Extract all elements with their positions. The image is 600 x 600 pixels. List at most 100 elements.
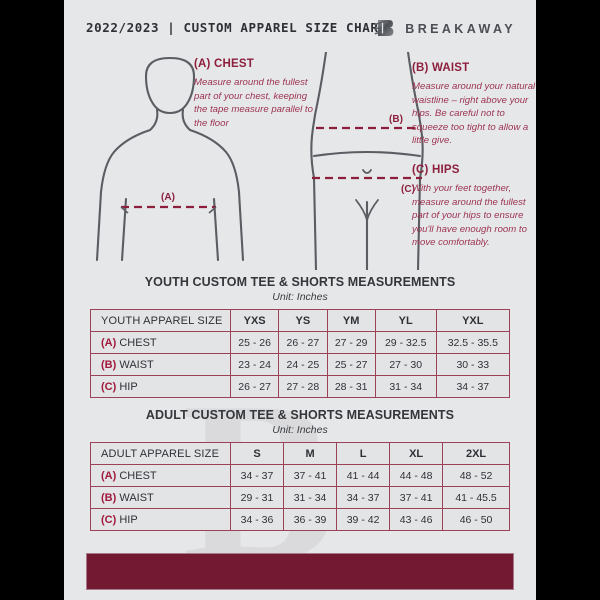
adult-size-table: ADULT APPAREL SIZE S M L XL 2XL (A) CHES… <box>90 442 510 531</box>
youth-cell-1-4: 30 - 33 <box>435 353 511 376</box>
youth-cell-0-1: 26 - 27 <box>278 331 328 354</box>
youth-col-header-5: YXL <box>435 309 511 332</box>
youth-cell-2-4: 34 - 37 <box>435 375 511 398</box>
adult-cell-2-2: 39 - 42 <box>336 508 391 531</box>
footer-bar <box>86 553 514 590</box>
adult-cell-0-3: 44 - 48 <box>389 464 444 487</box>
adult-measurements-section: ADULT CUSTOM TEE & SHORTS MEASUREMENTS U… <box>90 408 510 531</box>
row-tag: (A) <box>101 469 117 482</box>
callout-waist: (B) WAIST Measure around your natural wa… <box>412 62 536 148</box>
adult-cell-0-1: 37 - 41 <box>283 464 338 487</box>
youth-table-unit: Unit: Inches <box>272 291 328 303</box>
youth-col-header-1: YXS <box>229 309 280 332</box>
waist-marker-label: (B) <box>389 114 403 125</box>
callout-chest: (A) CHEST Measure around the fullest par… <box>194 58 318 130</box>
row-label-text: CHEST <box>119 469 157 482</box>
table-header-row: ADULT APPAREL SIZE S M L XL 2XL <box>90 442 510 465</box>
adult-table-unit: Unit: Inches <box>272 424 328 436</box>
youth-table-title: YOUTH CUSTOM TEE & SHORTS MEASUREMENTS <box>144 275 456 289</box>
adult-cell-1-4: 41 - 45.5 <box>442 486 510 509</box>
youth-cell-1-0: 23 - 24 <box>229 353 280 376</box>
row-label-text: CHEST <box>119 336 157 349</box>
callout-waist-body: Measure around your natural waistline – … <box>412 81 536 147</box>
callout-waist-heading: (B) WAIST <box>412 62 470 74</box>
page-header: 2022/2023 | CUSTOM APPAREL SIZE CHART BR… <box>64 0 536 54</box>
youth-cell-2-1: 27 - 28 <box>278 375 328 398</box>
callout-chest-heading: (A) CHEST <box>194 58 254 70</box>
youth-cell-0-2: 27 - 29 <box>326 331 376 354</box>
youth-col-header-3: YM <box>326 309 376 332</box>
adult-col-header-0: ADULT APPAREL SIZE <box>90 442 231 465</box>
table-row: (C) HIP 34 - 36 36 - 39 39 - 42 43 - 46 … <box>90 508 510 531</box>
brand-name: BREAKAWAY <box>405 22 516 36</box>
measure-arrowheads <box>120 206 217 214</box>
youth-cell-0-4: 32.5 - 35.5 <box>435 331 511 354</box>
table-header-row: YOUTH APPAREL SIZE YXS YS YM YL YXL <box>90 309 511 332</box>
row-tag: (C) <box>101 513 117 526</box>
chest-marker-label: (A) <box>161 192 175 203</box>
youth-cell-2-3: 31 - 34 <box>374 375 437 398</box>
youth-row-label-2: (C) HIP <box>90 375 231 398</box>
hip-marker-label: (C) <box>401 184 415 195</box>
size-chart-page: B 2022/2023 | CUSTOM APPAREL SIZE CHART … <box>64 0 536 600</box>
page-title: 2022/2023 | CUSTOM APPAREL SIZE CHART <box>86 20 387 35</box>
youth-row-label-0: (A) CHEST <box>90 331 231 354</box>
row-label-text: WAIST <box>119 491 154 504</box>
adult-col-header-4: XL <box>389 442 444 465</box>
adult-row-label-1: (B) WAIST <box>90 486 231 509</box>
youth-col-header-4: YL <box>374 309 437 332</box>
row-tag: (A) <box>101 336 117 349</box>
measurement-diagram: (A) (B) (C) (A) CHEST Measure around the… <box>64 52 536 270</box>
table-row: (A) CHEST 25 - 26 26 - 27 27 - 29 29 - 3… <box>90 331 511 354</box>
adult-cell-1-2: 34 - 37 <box>336 486 391 509</box>
callout-hips-heading: (C) HIPS <box>412 164 460 176</box>
youth-cell-2-0: 26 - 27 <box>229 375 280 398</box>
youth-size-table: YOUTH APPAREL SIZE YXS YS YM YL YXL (A) … <box>90 309 511 398</box>
adult-cell-2-4: 46 - 50 <box>442 508 510 531</box>
breakaway-b-logo-icon <box>374 20 394 36</box>
callout-hips-body: With your feet together, measure around … <box>412 183 527 249</box>
adult-cell-2-0: 34 - 36 <box>229 508 285 531</box>
youth-row-label-1: (B) WAIST <box>90 353 231 376</box>
adult-col-header-3: L <box>336 442 391 465</box>
lower-body-hips-icon <box>310 52 424 270</box>
adult-table-title: ADULT CUSTOM TEE & SHORTS MEASUREMENTS <box>145 408 455 422</box>
table-row: (B) WAIST 29 - 31 31 - 34 34 - 37 37 - 4… <box>90 486 510 509</box>
brand-lockup: BREAKAWAY <box>372 17 516 41</box>
body-figures-illustration: (A) (B) (C) <box>95 52 424 270</box>
row-tag: (B) <box>101 491 117 504</box>
table-row: (B) WAIST 23 - 24 24 - 25 25 - 27 27 - 3… <box>90 353 511 376</box>
youth-cell-2-2: 28 - 31 <box>326 375 376 398</box>
adult-cell-2-1: 36 - 39 <box>283 508 338 531</box>
row-tag: (C) <box>101 380 117 393</box>
adult-cell-1-3: 37 - 41 <box>389 486 444 509</box>
youth-cell-1-2: 25 - 27 <box>326 353 376 376</box>
adult-row-label-0: (A) CHEST <box>90 464 231 487</box>
youth-measurements-section: YOUTH CUSTOM TEE & SHORTS MEASUREMENTS U… <box>90 275 511 398</box>
row-tag: (B) <box>101 358 117 371</box>
adult-col-header-1: S <box>229 442 285 465</box>
measure-lines <box>121 126 422 209</box>
youth-col-header-2: YS <box>278 309 328 332</box>
adult-cell-1-0: 29 - 31 <box>229 486 285 509</box>
adult-row-label-2: (C) HIP <box>90 508 231 531</box>
row-label-text: HIP <box>119 513 138 526</box>
adult-col-header-5: 2XL <box>442 442 510 465</box>
callout-hips: (C) HIPS With your feet together, measur… <box>412 164 536 250</box>
adult-cell-1-1: 31 - 34 <box>283 486 338 509</box>
adult-col-header-2: M <box>283 442 338 465</box>
adult-cell-0-2: 41 - 44 <box>336 464 391 487</box>
adult-cell-0-0: 34 - 37 <box>229 464 285 487</box>
adult-cell-0-4: 48 - 52 <box>442 464 510 487</box>
adult-cell-2-3: 43 - 46 <box>389 508 444 531</box>
upper-body-torso-icon <box>95 56 245 262</box>
table-row: (A) CHEST 34 - 37 37 - 41 41 - 44 44 - 4… <box>90 464 510 487</box>
youth-col-header-0: YOUTH APPAREL SIZE <box>90 309 231 332</box>
youth-cell-0-3: 29 - 32.5 <box>374 331 437 354</box>
row-label-text: HIP <box>119 380 138 393</box>
callout-chest-body: Measure around the fullest part of your … <box>194 77 313 129</box>
table-row: (C) HIP 26 - 27 27 - 28 28 - 31 31 - 34 … <box>90 375 511 398</box>
row-label-text: WAIST <box>119 358 154 371</box>
youth-cell-1-1: 24 - 25 <box>278 353 328 376</box>
youth-cell-1-3: 27 - 30 <box>374 353 437 376</box>
